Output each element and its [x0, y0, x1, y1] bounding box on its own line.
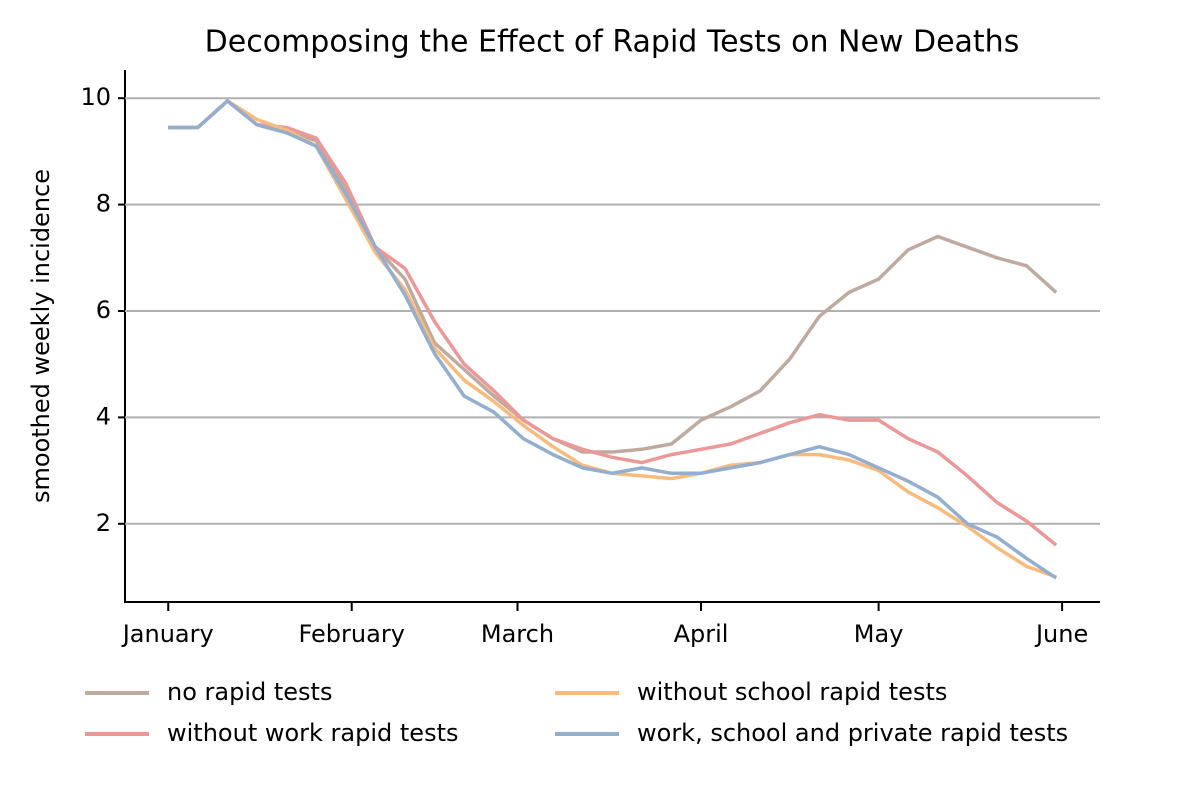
legend-label: without school rapid tests: [637, 678, 947, 706]
line: [168, 99, 1058, 547]
y-tick-label: 2: [96, 509, 111, 537]
legend-label: without work rapid tests: [167, 719, 459, 747]
y-tick-label: 10: [80, 83, 111, 111]
legend-label: work, school and private rapid tests: [637, 719, 1068, 747]
x-tick-label: March: [481, 620, 554, 648]
y-tick-label: 4: [96, 402, 111, 430]
line: [168, 99, 1058, 580]
y-tick-label: 8: [96, 190, 111, 218]
x-tick-label: February: [299, 620, 405, 648]
chart-title: Decomposing the Effect of Rapid Tests on…: [205, 25, 1020, 60]
x-tick-label: January: [121, 620, 214, 648]
x-tick-label: April: [674, 620, 729, 648]
line: [168, 99, 1058, 454]
legend-label: no rapid tests: [167, 678, 332, 706]
y-tick-label: 6: [96, 296, 111, 324]
x-tick-label: May: [854, 620, 904, 648]
y-axis-label: smoothed weekly incidence: [27, 169, 55, 503]
line: [168, 99, 1057, 579]
x-tick-label: June: [1034, 620, 1088, 648]
